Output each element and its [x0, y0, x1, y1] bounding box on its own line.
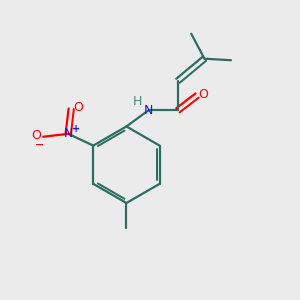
- Text: N: N: [64, 127, 73, 140]
- Text: +: +: [72, 124, 81, 134]
- Text: O: O: [73, 101, 82, 114]
- Text: O: O: [31, 129, 41, 142]
- Text: −: −: [35, 140, 44, 150]
- Text: O: O: [198, 88, 208, 100]
- Text: H: H: [133, 95, 142, 108]
- Text: N: N: [144, 104, 153, 117]
